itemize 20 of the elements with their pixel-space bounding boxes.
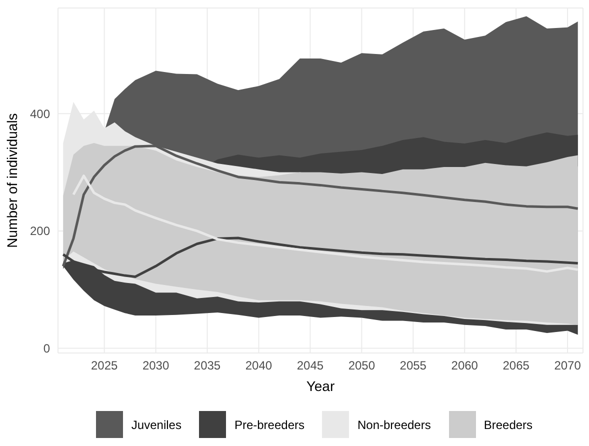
legend-label: Breeders xyxy=(484,418,533,432)
y-tick-label: 400 xyxy=(30,106,50,121)
y-tick-label: 200 xyxy=(30,224,50,238)
x-tick-label: 2060 xyxy=(451,358,478,373)
legend-label: Juveniles xyxy=(131,418,182,432)
x-tick-label: 2025 xyxy=(90,358,118,373)
x-axis-title: Year xyxy=(306,378,335,394)
x-tick-label: 2070 xyxy=(554,358,582,373)
x-tick-label: 2055 xyxy=(400,358,427,373)
x-tick-label: 2030 xyxy=(142,358,170,373)
x-tick-label: 2040 xyxy=(245,358,272,373)
legend-label: Non-breeders xyxy=(357,418,431,432)
y-axis-title: Number of individuals xyxy=(4,113,20,248)
line-series xyxy=(72,174,580,273)
legend-label: Pre-breeders xyxy=(234,418,304,432)
x-tick-label: 2035 xyxy=(194,358,221,373)
x-tick-label: 2065 xyxy=(502,358,530,373)
y-tick-label: 0 xyxy=(43,342,50,356)
x-tick-label: 2045 xyxy=(296,358,324,373)
x-tick-label: 2050 xyxy=(348,358,376,373)
